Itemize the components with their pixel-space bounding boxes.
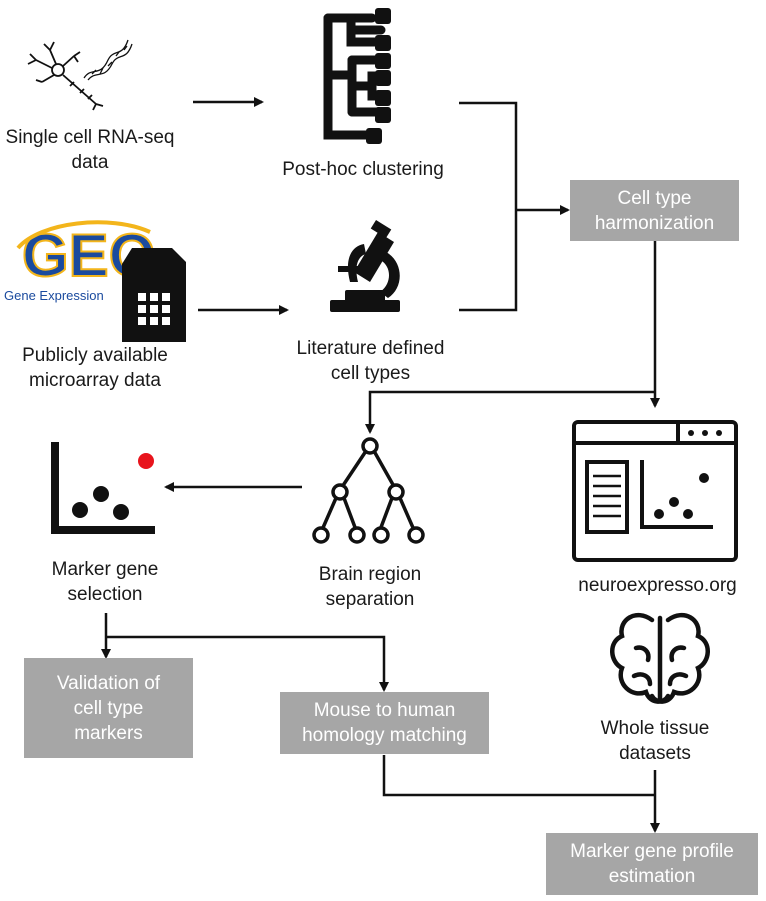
validation-line1: Validation of xyxy=(56,672,161,694)
whole-tissue-line1: Whole tissue xyxy=(600,718,710,739)
validation-line3: markers xyxy=(74,722,143,744)
whole-tissue-label: Whole tissue datasets xyxy=(570,716,740,766)
marker-selection-line2: selection xyxy=(67,584,143,605)
microarray-label-line2: microarray data xyxy=(29,370,161,391)
scrnaseq-label-line2: data xyxy=(71,152,109,173)
scatter-plot-icon xyxy=(51,442,155,534)
mgp-line1: Marker gene profile xyxy=(570,841,734,862)
geo-logo-caption: Gene Expression xyxy=(4,288,104,303)
hierarchy-tree-icon xyxy=(312,437,425,544)
neuroexpresso-label-text: neuroexpresso.org xyxy=(578,575,737,596)
literature-label-line2: cell types xyxy=(330,363,411,384)
mgp-box: Marker gene profile estimation xyxy=(546,833,758,895)
homology-box: Mouse to human homology matching xyxy=(280,692,489,754)
harmonization-line1: Cell type xyxy=(617,187,692,209)
clustering-label: Post-hoc clustering xyxy=(255,157,471,182)
homology-line2: homology matching xyxy=(302,725,467,746)
microarray-label: Publicly available microarray data xyxy=(0,343,190,393)
marker-selection-line1: Marker gene xyxy=(51,559,159,580)
harmonization-line2: harmonization xyxy=(594,212,715,234)
literature-label: Literature defined cell types xyxy=(268,336,473,386)
dendrogram-leaves xyxy=(366,8,391,144)
validation-box: Validation of cell type markers xyxy=(24,658,193,758)
scrnaseq-label: Single cell RNA-seq data xyxy=(0,125,180,175)
brain-region-line2: separation xyxy=(325,589,415,610)
bracket-merge-to-harmonization xyxy=(459,101,518,312)
browser-icon-details xyxy=(654,430,722,519)
microarray-chip-icon xyxy=(122,248,186,342)
whole-tissue-line2: datasets xyxy=(619,743,691,764)
connectors xyxy=(101,97,660,833)
highlight-point xyxy=(138,453,154,469)
arrow-marker-to-homology xyxy=(106,635,389,692)
microscope-icon xyxy=(330,219,400,312)
brain-region-line1: Brain region xyxy=(318,564,422,585)
validation-line2: cell type xyxy=(73,697,144,719)
homology-line1: Mouse to human xyxy=(313,700,456,721)
marker-selection-label: Marker gene selection xyxy=(20,557,190,607)
harmonization-box: Cell type harmonization xyxy=(570,180,739,241)
scrnaseq-label-line1: Single cell RNA-seq xyxy=(5,127,175,148)
rna-icon xyxy=(83,39,133,81)
clustering-label-text: Post-hoc clustering xyxy=(282,159,444,180)
literature-label-line1: Literature defined xyxy=(296,338,445,359)
brain-icon xyxy=(610,612,710,704)
browser-window-icon xyxy=(572,420,738,562)
mgp-line2: estimation xyxy=(608,866,696,887)
arrow-harmonization-to-brain-region xyxy=(365,390,655,434)
neuron-icon xyxy=(27,41,104,111)
dendrogram-icon xyxy=(323,13,386,140)
brain-region-label: Brain region separation xyxy=(280,562,460,612)
microarray-label-line1: Publicly available xyxy=(22,345,168,366)
connector-homology-to-mgp xyxy=(382,755,655,797)
neuroexpresso-label: neuroexpresso.org xyxy=(555,573,760,598)
